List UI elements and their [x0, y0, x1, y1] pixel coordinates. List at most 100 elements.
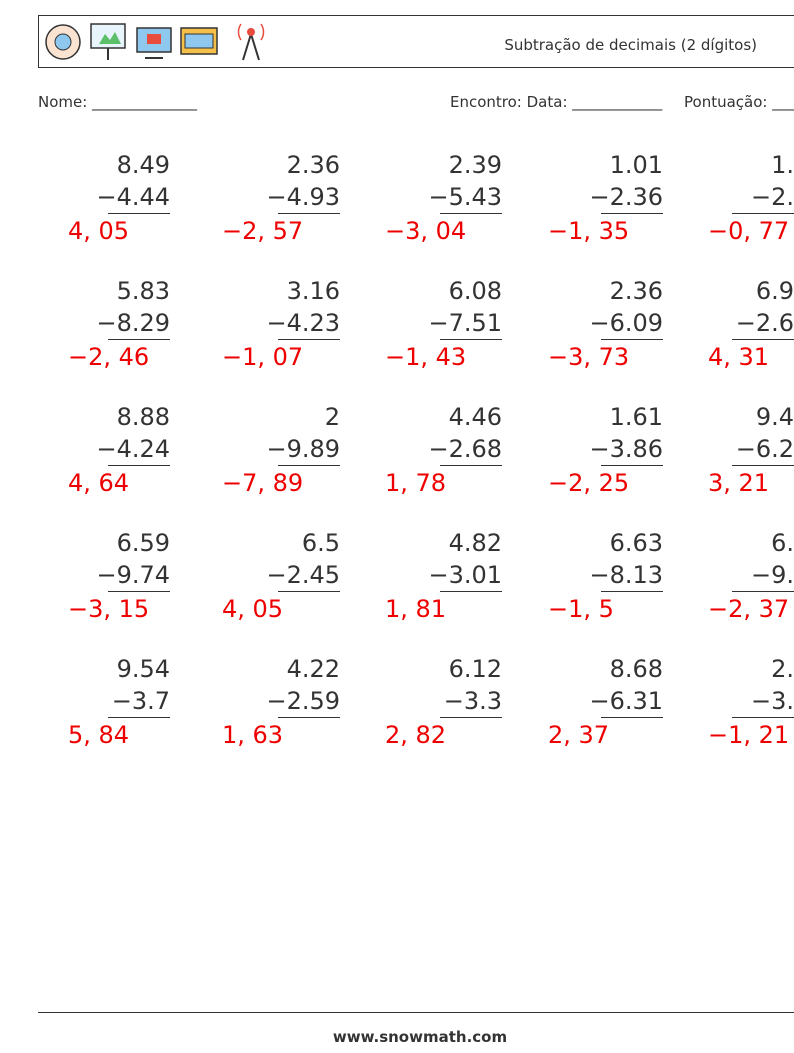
subtrahend: −2.	[750, 183, 794, 211]
minuend: 2.	[771, 655, 794, 683]
subtrahend: −4.24	[96, 435, 170, 463]
answer: 5, 84	[68, 721, 130, 749]
score-field: Pontuação: ___	[684, 93, 794, 111]
name-field: Nome: ______________	[38, 93, 198, 111]
subtrahend: −9.74	[96, 561, 170, 589]
footer-site: www.snowmath.com	[332, 1028, 508, 1046]
subtrahend: −6.2	[735, 435, 794, 463]
answer: −7, 89	[222, 469, 304, 497]
minuend: 2.39	[448, 151, 502, 179]
minuend: 1.01	[609, 151, 663, 179]
answer: 1, 63	[222, 721, 284, 749]
subtrahend: −5.43	[428, 183, 502, 211]
minuend: 8.68	[609, 655, 663, 683]
answer: 4, 05	[222, 595, 284, 623]
answer-line	[732, 465, 794, 466]
answer-line	[108, 339, 170, 340]
answer: −3, 73	[548, 343, 630, 371]
minuend: 6.9	[755, 277, 794, 305]
minuend: 6.5	[301, 529, 340, 557]
subtrahend: −4.44	[96, 183, 170, 211]
answer-line	[278, 213, 340, 214]
subtrahend: −4.93	[266, 183, 340, 211]
answer-line	[440, 591, 502, 592]
minuend: 1.	[771, 151, 794, 179]
minuend: 3.16	[286, 277, 340, 305]
subtrahend: −8.29	[96, 309, 170, 337]
answer: −2, 46	[68, 343, 150, 371]
subtrahend: −3.01	[428, 561, 502, 589]
subtrahend: −2.45	[266, 561, 340, 589]
answer: −2, 25	[548, 469, 630, 497]
minuend: 6.59	[116, 529, 170, 557]
answer-line	[108, 591, 170, 592]
header-icons	[45, 23, 265, 61]
minuend: 6.63	[609, 529, 663, 557]
answer-line	[601, 591, 663, 592]
minuend: 6.08	[448, 277, 502, 305]
subtrahend: −2.6	[735, 309, 794, 337]
answer-line	[108, 213, 170, 214]
minuend: 8.49	[116, 151, 170, 179]
minuend: 4.46	[448, 403, 502, 431]
answer: 3, 21	[708, 469, 770, 497]
answer: −1, 21	[708, 721, 790, 749]
subtrahend: −2.59	[266, 687, 340, 715]
answer: −3, 04	[385, 217, 467, 245]
subtrahend: −9.89	[266, 435, 340, 463]
answer-line	[601, 465, 663, 466]
subtrahend: −7.51	[428, 309, 502, 337]
answer-line	[601, 717, 663, 718]
minuend: 6.12	[448, 655, 502, 683]
minuend: 1.61	[609, 403, 663, 431]
subtrahend: −3.7	[111, 687, 170, 715]
subtrahend: −2.36	[589, 183, 663, 211]
minuend: 2	[324, 403, 340, 431]
answer: −2, 57	[222, 217, 304, 245]
answer: −2, 37	[708, 595, 790, 623]
answer-line	[732, 213, 794, 214]
footer-line	[38, 1012, 794, 1013]
worksheet-title: Subtração de decimais (2 dígitos)	[504, 36, 757, 54]
answer-line	[278, 465, 340, 466]
answer-line	[601, 213, 663, 214]
answer-line	[732, 717, 794, 718]
subtrahend: −4.23	[266, 309, 340, 337]
meeting-field: Encontro: Data: ____________	[450, 93, 663, 111]
subtrahend: −3.	[750, 687, 794, 715]
answer-line	[108, 717, 170, 718]
answer: 4, 05	[68, 217, 130, 245]
minuend: 9.4	[755, 403, 794, 431]
answer: −0, 77	[708, 217, 790, 245]
answer-line	[440, 339, 502, 340]
answer: 1, 78	[385, 469, 447, 497]
header-box	[38, 15, 794, 68]
answer-line	[278, 591, 340, 592]
answer-line	[440, 465, 502, 466]
answer: 2, 37	[548, 721, 610, 749]
answer: 4, 64	[68, 469, 130, 497]
answer: 1, 81	[385, 595, 447, 623]
answer-line	[278, 717, 340, 718]
answer: −1, 35	[548, 217, 630, 245]
answer-line	[732, 339, 794, 340]
subtrahend: −2.68	[428, 435, 502, 463]
minuend: 2.36	[609, 277, 663, 305]
answer: −3, 15	[68, 595, 150, 623]
minuend: 9.54	[116, 655, 170, 683]
minuend: 8.88	[116, 403, 170, 431]
answer: 4, 31	[708, 343, 770, 371]
minuend: 4.22	[286, 655, 340, 683]
answer-line	[278, 339, 340, 340]
minuend: 2.36	[286, 151, 340, 179]
minuend: 4.82	[448, 529, 502, 557]
answer: 2, 82	[385, 721, 447, 749]
subtrahend: −6.09	[589, 309, 663, 337]
answer-line	[601, 339, 663, 340]
answer-line	[108, 465, 170, 466]
answer: −1, 5	[548, 595, 614, 623]
minuend: 6.	[771, 529, 794, 557]
subtrahend: −3.3	[443, 687, 502, 715]
